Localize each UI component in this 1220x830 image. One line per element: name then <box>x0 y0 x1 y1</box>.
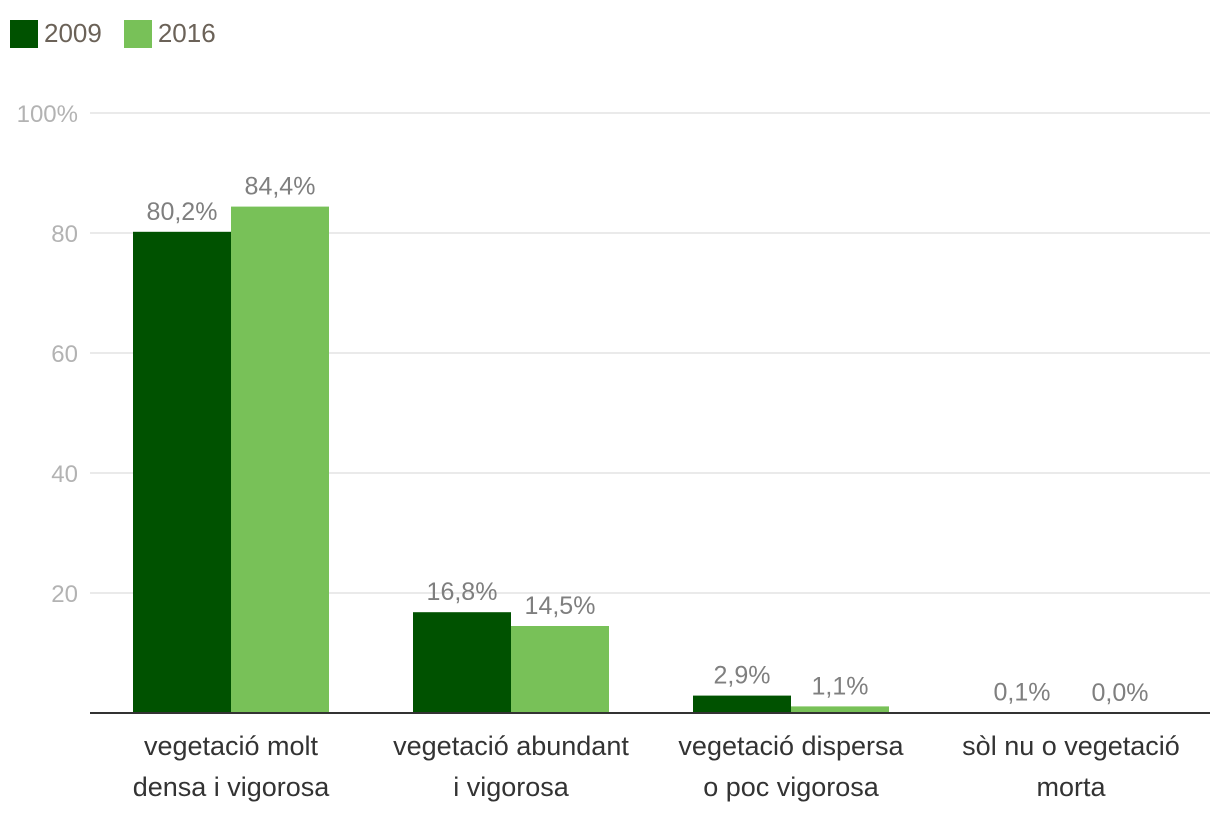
bar-2016-3 <box>791 706 889 713</box>
data-label-2009-3: 2,9% <box>714 662 771 690</box>
legend-item-2009: 2009 <box>10 18 102 49</box>
category-label-1-line-1: vegetació molt <box>144 731 319 761</box>
data-label-2009-2: 16,8% <box>427 578 498 606</box>
data-label-2009-1: 80,2% <box>147 198 218 226</box>
legend-swatch-2009 <box>10 19 38 48</box>
data-label-2016-3: 1,1% <box>812 672 869 700</box>
y-tick-label-100: 100% <box>17 101 78 128</box>
bar-2016-1 <box>231 206 329 713</box>
category-label-2-line-2: i vigorosa <box>453 772 570 802</box>
y-tick-label-20: 20 <box>51 581 78 608</box>
y-tick-label-60: 60 <box>51 341 78 368</box>
y-tick-label-80: 80 <box>51 221 78 248</box>
legend-swatch-2016 <box>123 19 152 48</box>
category-label-3-line-1: vegetació dispersa <box>678 731 904 761</box>
legend-label-2016: 2016 <box>157 18 216 48</box>
y-tick-label-40: 40 <box>51 461 78 488</box>
category-label-1-line-2: densa i vigorosa <box>133 772 331 802</box>
data-label-2009-4: 0,1% <box>994 678 1051 706</box>
category-label-4-line-1: sòl nu o vegetació <box>962 731 1180 761</box>
category-label-2-line-1: vegetació abundant <box>393 731 629 761</box>
legend: 2009 2016 <box>10 18 238 49</box>
legend-item-2016: 2016 <box>123 18 216 49</box>
bar-2009-3 <box>693 695 791 713</box>
legend-label-2009: 2009 <box>44 18 102 48</box>
category-label-3-line-2: o poc vigorosa <box>703 772 880 802</box>
data-label-2016-2: 14,5% <box>525 592 596 620</box>
bar-2009-1 <box>133 231 231 714</box>
data-label-2016-4: 0,0% <box>1092 679 1149 707</box>
category-label-4-line-2: morta <box>1036 772 1106 802</box>
bar-2016-2 <box>511 626 609 713</box>
data-label-2016-1: 84,4% <box>245 173 316 201</box>
bar-2009-2 <box>413 612 511 713</box>
